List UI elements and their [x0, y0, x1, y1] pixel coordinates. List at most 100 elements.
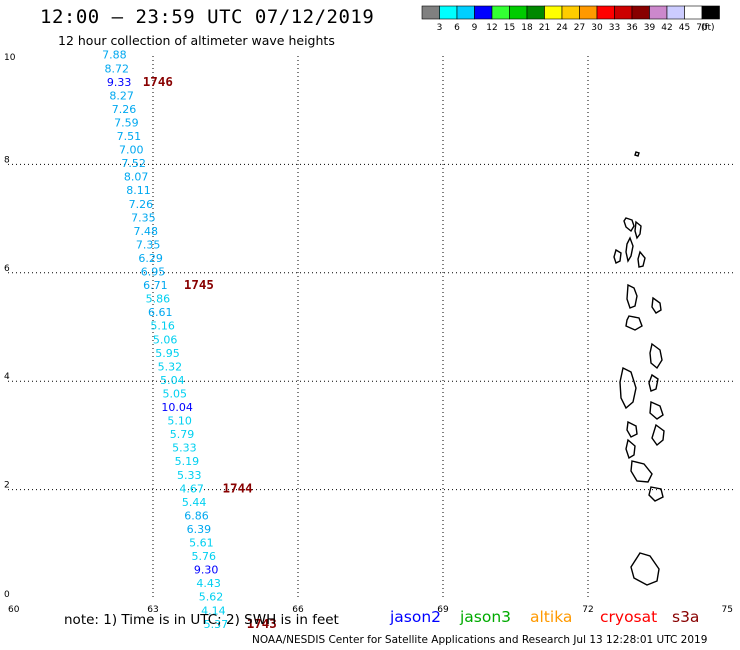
wave-height-value: 6.39 [187, 523, 212, 536]
legend-label: 45 [679, 23, 690, 33]
footer-credit: NOAA/NESDIS Center for Satellite Applica… [252, 634, 708, 646]
legend-swatch [631, 5, 650, 20]
legend-label: 36 [626, 23, 638, 33]
wave-height-value: 7.52 [121, 157, 146, 170]
y-tick-label: 6 [4, 264, 10, 274]
island-outline [623, 217, 635, 233]
wave-height-value: 5.04 [160, 374, 185, 387]
wave-height-value: 9.30 [194, 564, 219, 577]
y-tick-label: 0 [4, 590, 10, 600]
legend-swatch [474, 5, 493, 20]
wave-height-value: 8.27 [109, 89, 134, 102]
wave-height-value: 7.26 [129, 198, 154, 211]
wave-height-value: 7.51 [117, 130, 142, 143]
legend-swatch [439, 5, 458, 20]
wave-height-value: 6.61 [148, 306, 173, 319]
satellite-name: s3a [672, 608, 700, 626]
legend-swatch [544, 5, 563, 20]
island-outline [625, 315, 643, 331]
island-outline [651, 423, 665, 447]
wave-height-value: 9.33 [107, 76, 132, 89]
island-outline [648, 486, 664, 502]
legend-swatch [491, 5, 510, 20]
legend-swatch [509, 5, 528, 20]
pass-time-label: 1743 [247, 616, 277, 631]
wave-height-value: 5.05 [163, 387, 188, 400]
island-outline [649, 400, 664, 420]
wave-height-value: 6.95 [141, 266, 166, 279]
wave-height-value: 5.33 [177, 469, 202, 482]
altimeter-track: 7.888.729.338.277.267.597.517.007.528.07… [102, 49, 277, 631]
legend-swatch [596, 5, 615, 20]
page-title: 12:00 – 23:59 UTC 07/12/2019 [40, 6, 375, 28]
island-outline [630, 460, 653, 483]
island-outline [630, 552, 660, 586]
satellite-name: jason3 [460, 608, 512, 626]
wave-height-value: 6.71 [143, 279, 168, 292]
island-outline [648, 373, 659, 392]
satellite-name: jason2 [390, 608, 442, 626]
legend-swatch [684, 5, 703, 20]
wave-height-value: 5.44 [182, 496, 207, 509]
island-outline [625, 236, 634, 263]
legend-swatch [421, 5, 440, 20]
island-outline [651, 296, 662, 314]
wave-height-value: 7.48 [134, 225, 159, 238]
pass-time-label: 1745 [184, 277, 214, 292]
wave-height-value: 5.76 [192, 550, 217, 563]
legend-label: 18 [521, 23, 533, 33]
wave-height-value: 5.95 [155, 347, 180, 360]
legend-swatch [701, 5, 720, 20]
y-tick-label: 2 [4, 481, 10, 491]
wave-height-value: 7.26 [112, 103, 137, 116]
wave-height-value: 5.37 [204, 618, 229, 631]
legend-swatch [614, 5, 633, 20]
wave-height-value: 8.11 [126, 184, 151, 197]
island-outline [634, 151, 640, 157]
x-tick-label: 69 [437, 605, 449, 615]
island-outline [626, 283, 638, 309]
legend-label: 15 [504, 23, 515, 33]
wave-height-value: 5.62 [199, 591, 224, 604]
legend-label: 6 [454, 23, 460, 33]
pass-time-label: 1746 [143, 74, 173, 89]
legend-swatch [666, 5, 685, 20]
color-legend: 3 6 9 12 15 18 21 24 27 30 33 36 39 42 45 70(ft) [421, 5, 720, 33]
wave-height-value: 6.29 [138, 252, 163, 265]
satellite-name: altika [530, 608, 573, 626]
wave-height-value: 5.32 [158, 360, 183, 373]
island-outline [625, 438, 636, 460]
legend-swatch [561, 5, 580, 20]
x-tick-label: 75 [722, 605, 733, 615]
island-outline [613, 248, 622, 264]
legend-swatch [456, 5, 475, 20]
wave-height-value: 8.72 [105, 62, 130, 75]
x-tick-label: 63 [147, 605, 158, 615]
wave-height-value: 6.86 [184, 509, 209, 522]
satellite-name: cryosat [600, 608, 658, 626]
wave-height-value: 5.10 [167, 415, 192, 428]
maldives-coastline [613, 151, 665, 586]
pass-time-label: 1744 [223, 480, 253, 495]
legend-label: 24 [556, 23, 568, 33]
legend-label: 9 [472, 23, 478, 33]
legend-swatch [526, 5, 545, 20]
wave-height-value: 5.61 [189, 537, 214, 550]
wave-height-value: 7.35 [131, 211, 156, 224]
wave-height-value: 5.16 [150, 320, 175, 333]
wave-height-value: 8.07 [124, 171, 149, 184]
wave-height-value: 7.59 [114, 116, 139, 129]
island-outline [619, 366, 637, 410]
footer-note: note: 1) Time is in UTC; 2) SWH is in fe… [64, 612, 339, 628]
legend-label: 12 [486, 23, 497, 33]
y-tick-label: 8 [4, 155, 10, 165]
wave-height-value: 5.06 [153, 333, 178, 346]
island-outline [626, 420, 638, 438]
legend-label: 21 [539, 23, 550, 33]
page-subtitle: 12 hour collection of altimeter wave hei… [58, 33, 335, 48]
wave-height-value: 7.88 [102, 49, 127, 62]
wave-height-value: 5.33 [172, 442, 197, 455]
wave-height-value: 4.67 [179, 482, 204, 495]
wave-height-value: 5.79 [170, 428, 195, 441]
